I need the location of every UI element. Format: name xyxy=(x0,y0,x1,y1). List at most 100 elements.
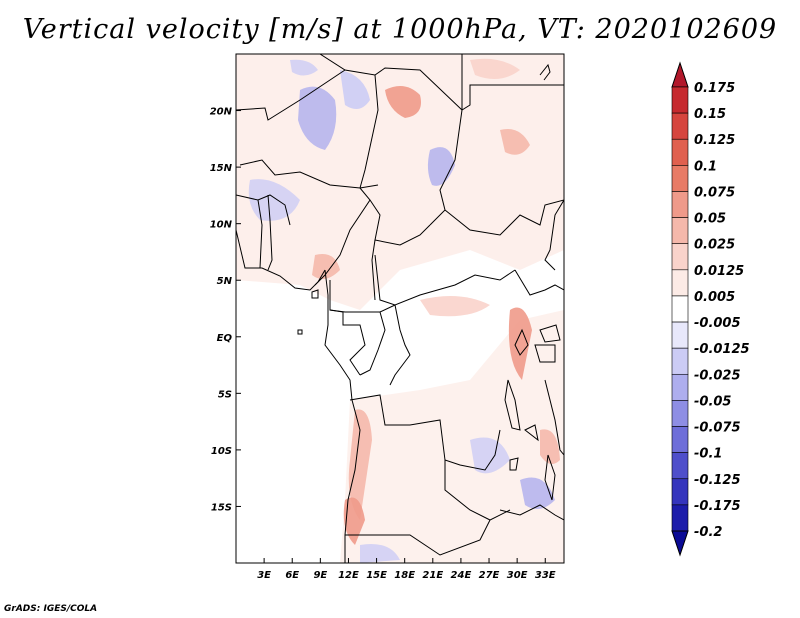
border-cameroon-south xyxy=(329,280,396,313)
colorbar-swatch xyxy=(671,452,689,480)
colorbar-bottom-arrow xyxy=(671,530,689,557)
colorbar-swatch xyxy=(671,426,689,453)
border-nigeria-cameroon xyxy=(314,187,371,286)
colorbar-label: 0.15 xyxy=(694,107,726,122)
lat-tick-label: 15S xyxy=(211,502,232,513)
lat-tick-label: 5N xyxy=(217,276,233,287)
coast-west-africa xyxy=(236,229,326,291)
blue-patch-5 xyxy=(290,59,318,76)
lake-tanganyika xyxy=(504,379,521,431)
colorbar-swatch xyxy=(671,269,689,297)
island-bioko xyxy=(311,289,319,299)
border-zambia xyxy=(444,460,491,521)
blue-patch-4 xyxy=(248,179,300,221)
border-niger-chad xyxy=(359,74,379,189)
colorbar-label: -0.2 xyxy=(694,525,722,540)
colorbar-swatch xyxy=(671,112,689,140)
lon-tick-label: 33E xyxy=(535,570,556,581)
lon-tick-label: 30E xyxy=(507,570,528,581)
border-burkina xyxy=(236,194,291,226)
colorbar-label: 0.125 xyxy=(694,133,735,148)
red-patch-9 xyxy=(420,296,490,317)
map-title: Vertical velocity [m/s] at 1000hPa, VT: … xyxy=(22,14,778,45)
lon-tick-label: 6E xyxy=(285,570,299,581)
border-benin-nigeria xyxy=(267,194,273,271)
colorbar-swatch xyxy=(671,191,689,218)
lake-albert xyxy=(514,328,529,356)
colorbar-label: -0.1 xyxy=(694,447,722,462)
lat-tick-label: 20N xyxy=(210,107,233,118)
lon-tick-label: 15E xyxy=(366,570,387,581)
blue-patch-2 xyxy=(340,70,370,109)
colorbar-top-arrow xyxy=(671,61,689,88)
red-patch-4 xyxy=(508,307,532,380)
blue-patch-8 xyxy=(360,544,400,563)
lat-tick-label: 10S xyxy=(211,446,232,457)
colorbar-swatch xyxy=(671,400,689,427)
colorbar-label: -0.125 xyxy=(694,473,741,488)
red-patch-7 xyxy=(540,429,560,464)
red-patch-1 xyxy=(385,86,421,118)
border-chad-car xyxy=(369,199,431,246)
border-angola-south xyxy=(345,509,511,556)
colorbar-label: 0.005 xyxy=(694,290,735,305)
colorbar-label: -0.05 xyxy=(694,394,731,409)
border-east-africa-1 xyxy=(514,269,564,296)
colorbar-label: 0.1 xyxy=(694,159,717,174)
lat-tick-label: 15N xyxy=(210,163,233,174)
plot-frame xyxy=(235,53,565,564)
lake-bangweulu xyxy=(524,424,539,442)
blue-patch-1 xyxy=(298,86,337,150)
colorbar-swatch xyxy=(671,478,689,506)
red-patch-3 xyxy=(312,254,340,279)
lat-axis: 20N 15N 10N 5N EQ 5S 10S 15S xyxy=(210,107,241,513)
colorbar-label: -0.0125 xyxy=(694,342,750,357)
country-borders xyxy=(236,54,564,563)
colorbar-label: 0.025 xyxy=(694,238,735,253)
colorbar-label: 0.05 xyxy=(694,212,726,227)
lon-tick-label: 18E xyxy=(394,570,415,581)
colorbar-swatch xyxy=(671,243,689,271)
colorbar-label: -0.005 xyxy=(694,316,741,331)
red-patch-5 xyxy=(348,409,372,520)
blue-patch-3 xyxy=(427,147,455,186)
lat-tick-label: 5S xyxy=(218,389,232,400)
lon-tick-label: 27E xyxy=(479,570,500,581)
border-drc-south xyxy=(349,394,501,471)
colorbar-swatch xyxy=(671,347,689,375)
border-car-cameroon xyxy=(371,239,376,301)
colorbar-swatch xyxy=(671,138,689,166)
speckle-south xyxy=(340,310,564,563)
border-gabon xyxy=(329,309,366,376)
border-tanzania xyxy=(544,379,564,456)
border-sudan-south xyxy=(444,199,564,236)
lake-malawi xyxy=(544,454,556,501)
colorbar-label: -0.175 xyxy=(694,499,741,514)
colorbar-swatch xyxy=(671,86,689,114)
blue-patch-7 xyxy=(520,477,555,509)
lon-tick-label: 9E xyxy=(313,570,327,581)
colorbar-swatch xyxy=(671,165,689,192)
lake-mweru xyxy=(509,457,519,471)
colorbar-swatch xyxy=(671,321,689,349)
lake-victoria xyxy=(539,324,561,343)
border-sudan-ethiopia xyxy=(544,199,564,271)
border-togo-ghana xyxy=(257,199,263,269)
border-drc-north xyxy=(389,304,411,386)
lake-nasser-red-sea xyxy=(539,63,551,81)
border-niger-mali xyxy=(236,69,346,121)
lon-tick-label: 21E xyxy=(422,570,443,581)
red-patch-2 xyxy=(500,129,530,155)
colorbar-label: -0.075 xyxy=(694,421,741,436)
lat-tick-label: EQ xyxy=(217,333,233,344)
lat-tick-label: 10N xyxy=(210,220,233,231)
lon-tick-label: 12E xyxy=(338,570,359,581)
lon-tick-label: 24E xyxy=(451,570,472,581)
island-sao-tome xyxy=(297,329,303,335)
red-patch-8 xyxy=(470,58,520,79)
border-chad-sudan xyxy=(429,109,463,226)
border-mozambique xyxy=(499,504,564,521)
blue-patch-6 xyxy=(470,437,510,474)
colorbar-label: 0.075 xyxy=(694,185,735,200)
